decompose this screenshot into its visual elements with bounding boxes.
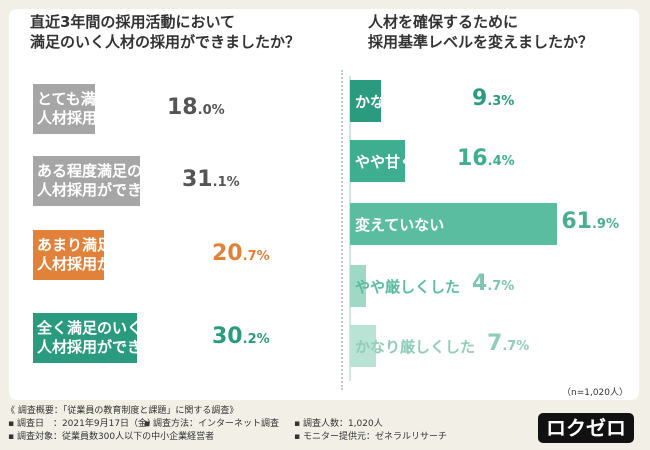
logo-background (538, 413, 634, 443)
right-bar-2 (350, 140, 405, 182)
right-bar-4 (350, 265, 366, 307)
left-bar-value-2: 31.1% (182, 167, 240, 192)
left-bar-label-line: とても満足のいく (37, 90, 156, 108)
left-bar-label-line: 全く満足のいく (37, 319, 143, 337)
left-bar-label-line: あまり満足のいく (37, 236, 158, 254)
left-bar-4 (33, 313, 138, 363)
left-bar-1 (33, 84, 96, 134)
right-bar-5 (350, 325, 376, 367)
chart-divider (341, 70, 343, 390)
right-bar-value-3: 61.9% (561, 209, 619, 234)
left-bar-value-4: 30.2% (212, 324, 270, 349)
survey-count: ▪ 調査人数：1,020人 (294, 419, 383, 429)
left-bar-label-line: 人材採用ができなかった (37, 338, 203, 356)
left-chart-title: 直近3年間の採用活動において 満足のいく人材の採用ができましたか？ (30, 12, 300, 52)
left-title-line-1: 直近3年間の採用活動において (30, 13, 235, 31)
logo-text: ロクゼロ (546, 416, 626, 440)
left-bar-label-line: 人材採用ができた (37, 109, 158, 127)
right-bar-value-4: 4.7% (472, 271, 515, 296)
survey-target: ▪ 調査対象：従業員数300人以下の中小企業経営者 (8, 432, 215, 442)
right-chart-title: 人材を確保するために 採用基準レベルを変えましたか？ (368, 12, 593, 52)
right-bar-label-3: 変えていない (355, 216, 445, 234)
left-bar-value-1: 18.0% (167, 95, 225, 120)
survey-provider: ▪ モニター提供元：ゼネラルリサーチ (294, 432, 447, 442)
right-bar-label-1: かなり甘くした (355, 93, 461, 111)
left-bar-label-line: 人材採用ができた (37, 181, 158, 199)
right-bar-label-4: やや厳しくした (355, 278, 461, 296)
left-bar-value-3: 20.7% (212, 241, 270, 266)
right-bar-label-2: やや甘くした (355, 153, 446, 171)
right-title-line-2: 採用基準レベルを変えましたか？ (368, 33, 594, 51)
survey-date: ▪ 調査日 ：2021年9月17日（金） (8, 419, 157, 429)
left-bar-2 (33, 156, 141, 206)
right-bar-label-5: かなり厳しくした (355, 338, 476, 356)
right-bar-value-2: 16.4% (457, 146, 515, 171)
left-title-line-2: 満足のいく人材の採用ができましたか？ (30, 33, 301, 51)
right-bar-1 (350, 80, 382, 122)
left-bar-label-1: とても満足のいく 人材採用ができた (37, 90, 157, 128)
left-bar-label-3: あまり満足のいく 人材採用ができなかった (37, 236, 202, 274)
left-bar-label-4: 全く満足のいく 人材採用ができなかった (37, 319, 202, 357)
right-bar-3 (350, 203, 558, 245)
left-bar-label-2: ある程度満足のいく 人材採用ができた (37, 162, 172, 200)
survey-method: ▪ 調査方法：インターネット調査 (144, 419, 279, 429)
left-bar-label-line: ある程度満足のいく (37, 162, 173, 180)
left-bar-label-line: 人材採用ができなかった (37, 255, 203, 273)
right-title-line-1: 人材を確保するために (368, 13, 519, 31)
rokuzero-logo: ロクゼロ (538, 413, 634, 443)
survey-summary-heading: 《 調査概要：「従業員の教育制度と課題」に関する調査》 (6, 406, 239, 416)
right-bar-value-5: 7.7% (487, 331, 530, 356)
left-bar-3 (33, 230, 105, 280)
sample-size-note: （n=1,020人） (561, 388, 628, 398)
right-bar-value-1: 9.3% (472, 86, 515, 111)
